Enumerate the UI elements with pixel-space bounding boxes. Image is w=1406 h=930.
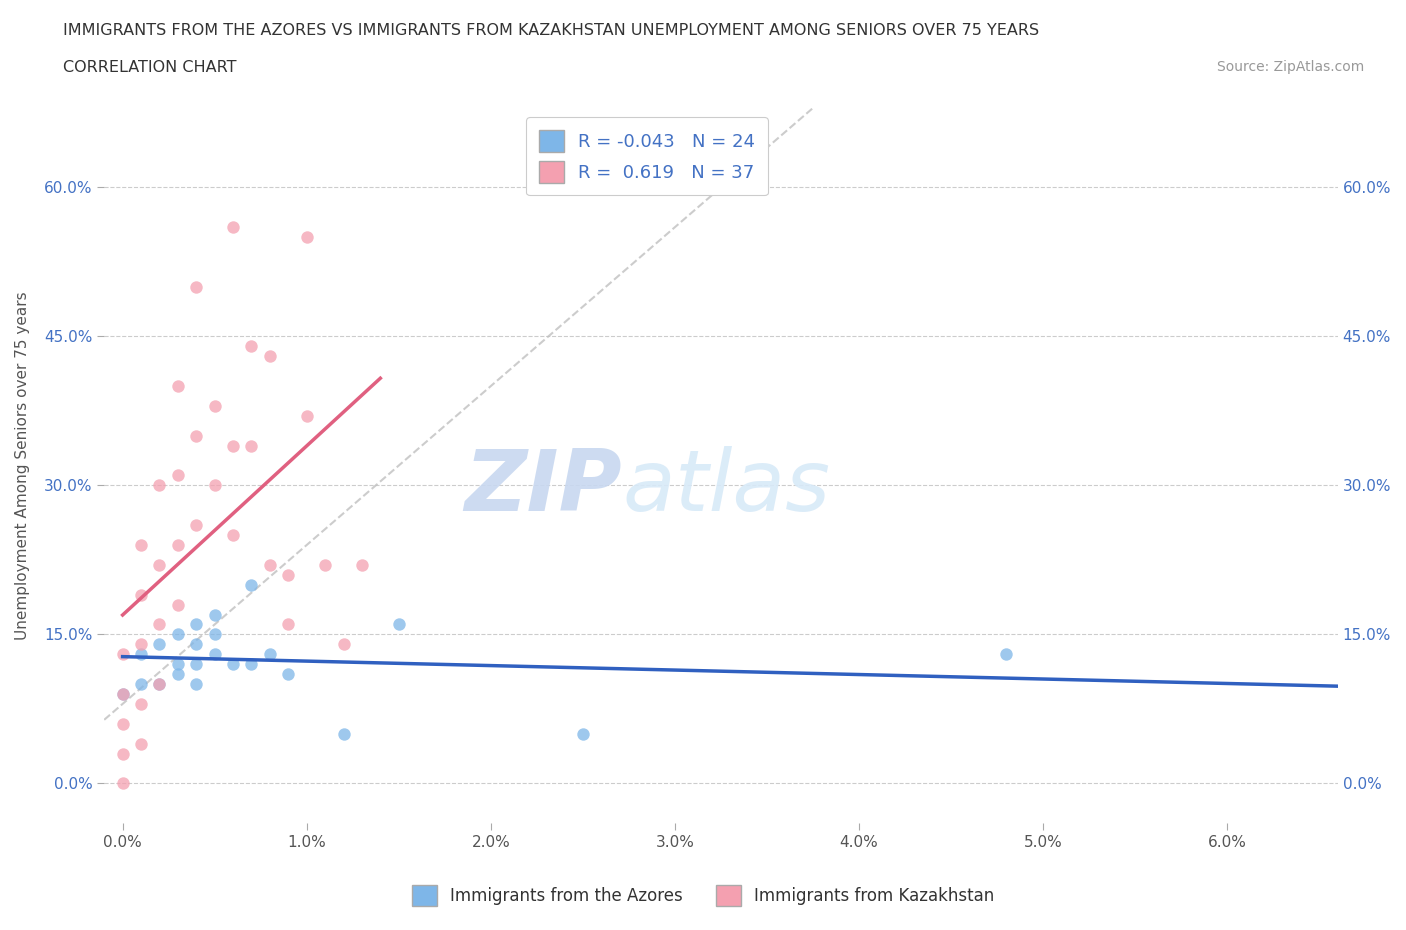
Point xyxy=(332,637,354,652)
Point xyxy=(148,478,170,493)
Point xyxy=(240,657,263,671)
Point xyxy=(111,776,134,790)
Point xyxy=(295,408,318,423)
Point xyxy=(148,677,170,692)
Point xyxy=(277,617,299,631)
Point xyxy=(277,667,299,682)
Point xyxy=(148,677,170,692)
Point xyxy=(186,617,208,631)
Y-axis label: Unemployment Among Seniors over 75 years: Unemployment Among Seniors over 75 years xyxy=(15,291,30,640)
Point xyxy=(111,646,134,661)
Point xyxy=(572,726,595,741)
Point xyxy=(129,538,152,552)
Point xyxy=(240,339,263,353)
Point xyxy=(166,468,188,483)
Point xyxy=(148,637,170,652)
Point xyxy=(186,657,208,671)
Legend: R = -0.043   N = 24, R =  0.619   N = 37: R = -0.043 N = 24, R = 0.619 N = 37 xyxy=(526,117,768,195)
Text: IMMIGRANTS FROM THE AZORES VS IMMIGRANTS FROM KAZAKHSTAN UNEMPLOYMENT AMONG SENI: IMMIGRANTS FROM THE AZORES VS IMMIGRANTS… xyxy=(63,23,1039,38)
Point xyxy=(314,557,336,572)
Point xyxy=(129,737,152,751)
Point xyxy=(295,230,318,245)
Point xyxy=(204,627,226,642)
Point xyxy=(129,697,152,711)
Point xyxy=(129,646,152,661)
Point xyxy=(129,637,152,652)
Point xyxy=(166,657,188,671)
Point xyxy=(259,557,281,572)
Point xyxy=(204,646,226,661)
Text: Source: ZipAtlas.com: Source: ZipAtlas.com xyxy=(1216,60,1364,74)
Point xyxy=(166,597,188,612)
Point xyxy=(240,438,263,453)
Point xyxy=(111,716,134,731)
Point xyxy=(259,349,281,364)
Point xyxy=(350,557,373,572)
Point xyxy=(186,677,208,692)
Point xyxy=(222,527,245,542)
Point xyxy=(204,478,226,493)
Point xyxy=(129,587,152,602)
Point xyxy=(388,617,411,631)
Point xyxy=(186,518,208,533)
Point xyxy=(166,667,188,682)
Point xyxy=(204,607,226,622)
Text: atlas: atlas xyxy=(623,445,830,528)
Point xyxy=(166,627,188,642)
Point xyxy=(166,538,188,552)
Point xyxy=(148,557,170,572)
Text: ZIP: ZIP xyxy=(464,445,623,528)
Text: CORRELATION CHART: CORRELATION CHART xyxy=(63,60,236,75)
Point xyxy=(111,686,134,701)
Point xyxy=(204,399,226,414)
Point xyxy=(240,578,263,592)
Point xyxy=(332,726,354,741)
Point xyxy=(111,686,134,701)
Point xyxy=(186,279,208,294)
Point xyxy=(111,746,134,761)
Point xyxy=(129,677,152,692)
Point xyxy=(259,646,281,661)
Point xyxy=(186,637,208,652)
Legend: Immigrants from the Azores, Immigrants from Kazakhstan: Immigrants from the Azores, Immigrants f… xyxy=(405,879,1001,912)
Point xyxy=(222,438,245,453)
Point xyxy=(222,219,245,234)
Point xyxy=(222,657,245,671)
Point xyxy=(277,567,299,582)
Point xyxy=(995,646,1018,661)
Point xyxy=(186,429,208,444)
Point xyxy=(148,617,170,631)
Point xyxy=(166,379,188,393)
